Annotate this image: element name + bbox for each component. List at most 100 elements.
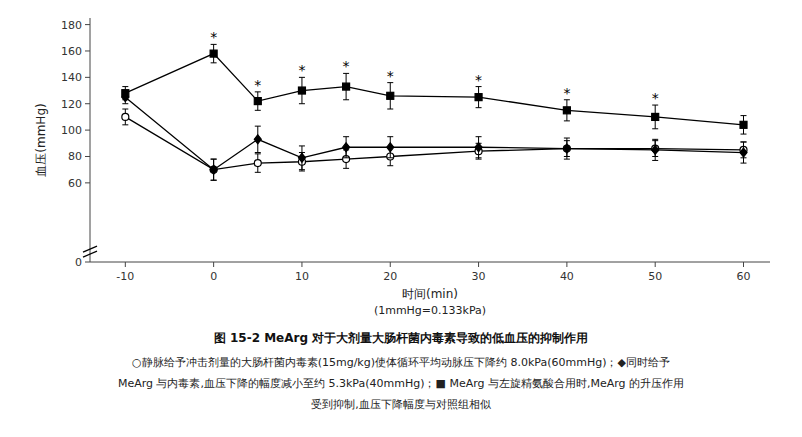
annotation: * — [298, 62, 305, 78]
error-bar — [255, 126, 261, 152]
annotation: * — [652, 90, 659, 106]
y-tick-label: 100 — [61, 124, 82, 137]
marker — [298, 87, 305, 94]
error-cap — [211, 159, 217, 160]
error-cap — [343, 168, 349, 169]
marker — [563, 107, 570, 114]
y-tick-label: 180 — [61, 19, 82, 32]
x-tick — [125, 262, 126, 267]
marker — [254, 98, 261, 105]
x-tick-label: 10 — [295, 270, 309, 283]
marker — [652, 113, 659, 120]
error-bar — [741, 116, 747, 134]
error-cap — [211, 159, 217, 160]
annotation: * — [254, 77, 261, 93]
error-cap — [211, 180, 217, 181]
y-tick-label: 120 — [61, 98, 82, 111]
marker — [343, 143, 350, 152]
error-cap — [741, 134, 747, 135]
marker — [387, 143, 394, 152]
x-tick — [655, 262, 656, 267]
y-tick — [85, 156, 90, 157]
y-tick — [85, 130, 90, 131]
x-tick — [301, 262, 302, 267]
error-cap — [741, 163, 747, 164]
marker — [563, 144, 570, 153]
annotation: * — [210, 29, 217, 45]
chart: -10010203040506006080100120140160180血压(m… — [0, 0, 802, 437]
marker — [740, 121, 747, 128]
error-cap — [564, 159, 570, 160]
marker — [387, 92, 394, 99]
error-bar — [476, 87, 482, 108]
error-bar — [343, 73, 349, 99]
error-cap — [122, 99, 128, 100]
marker — [210, 165, 217, 174]
y-axis — [90, 18, 91, 262]
marker — [652, 145, 659, 154]
error-cap — [476, 136, 482, 137]
caption: ○静脉给予冲击剂量的大肠杆菌内毒素(15mg/kg)使体循环平均动脉压下降约 8… — [132, 356, 670, 369]
error-bar — [211, 159, 217, 180]
plot-area — [122, 44, 747, 180]
error-bar — [564, 138, 570, 159]
y-tick-label: 160 — [61, 45, 82, 58]
series-line — [125, 97, 743, 170]
axis-break — [83, 251, 97, 257]
error-bar — [122, 87, 128, 100]
x-tick-label: 50 — [648, 270, 662, 283]
caption: MeArg 与内毒素,血压下降的幅度减小至约 5.3kPa(40mmHg)；■ … — [118, 377, 684, 390]
series-line — [125, 117, 743, 170]
x-tick — [390, 262, 391, 267]
y-tick — [85, 262, 90, 263]
error-cap — [255, 152, 261, 153]
error-cap — [387, 157, 393, 158]
error-cap — [343, 136, 349, 137]
error-cap — [564, 138, 570, 139]
error-bar — [741, 142, 747, 163]
y-tick-label: 0 — [75, 256, 82, 269]
title: 图 15-2 MeArg 对于大剂量大肠杆菌内毒素导致的低血压的抑制作用 — [214, 331, 588, 345]
error-cap — [652, 128, 658, 129]
error-bar — [122, 91, 128, 104]
marker — [298, 153, 305, 162]
x-tick-label: -10 — [116, 270, 134, 283]
x-tick-label: 40 — [560, 270, 574, 283]
y-tick — [85, 77, 90, 78]
error-cap — [741, 141, 747, 142]
y-tick-label: 140 — [61, 71, 82, 84]
error-cap — [211, 180, 217, 181]
marker — [210, 50, 217, 57]
error-cap — [652, 160, 658, 161]
error-cap — [476, 157, 482, 158]
marker — [475, 94, 482, 101]
x-label: 时间(min) — [402, 287, 458, 301]
error-cap — [122, 103, 128, 104]
error-cap — [387, 165, 393, 166]
x-tick-label: 30 — [472, 270, 486, 283]
x-tick-label: 60 — [737, 270, 751, 283]
error-cap — [122, 109, 128, 110]
error-bar — [564, 100, 570, 121]
annotation: * — [387, 68, 394, 84]
marker — [254, 135, 261, 144]
marker — [475, 143, 482, 152]
error-cap — [652, 139, 658, 140]
error-bar — [652, 139, 658, 160]
y-tick — [85, 103, 90, 104]
error-cap — [122, 124, 128, 125]
error-cap — [299, 103, 305, 104]
x-tick-label: 0 — [210, 270, 217, 283]
marker — [254, 160, 261, 167]
x-tick — [743, 262, 744, 267]
error-cap — [564, 120, 570, 121]
error-bar — [211, 159, 217, 180]
error-bar — [343, 137, 349, 158]
error-cap — [255, 172, 261, 173]
annotation: * — [563, 85, 570, 101]
error-cap — [299, 145, 305, 146]
error-cap — [476, 159, 482, 160]
error-bar — [122, 109, 128, 125]
series-line — [125, 54, 743, 125]
marker — [122, 90, 129, 97]
